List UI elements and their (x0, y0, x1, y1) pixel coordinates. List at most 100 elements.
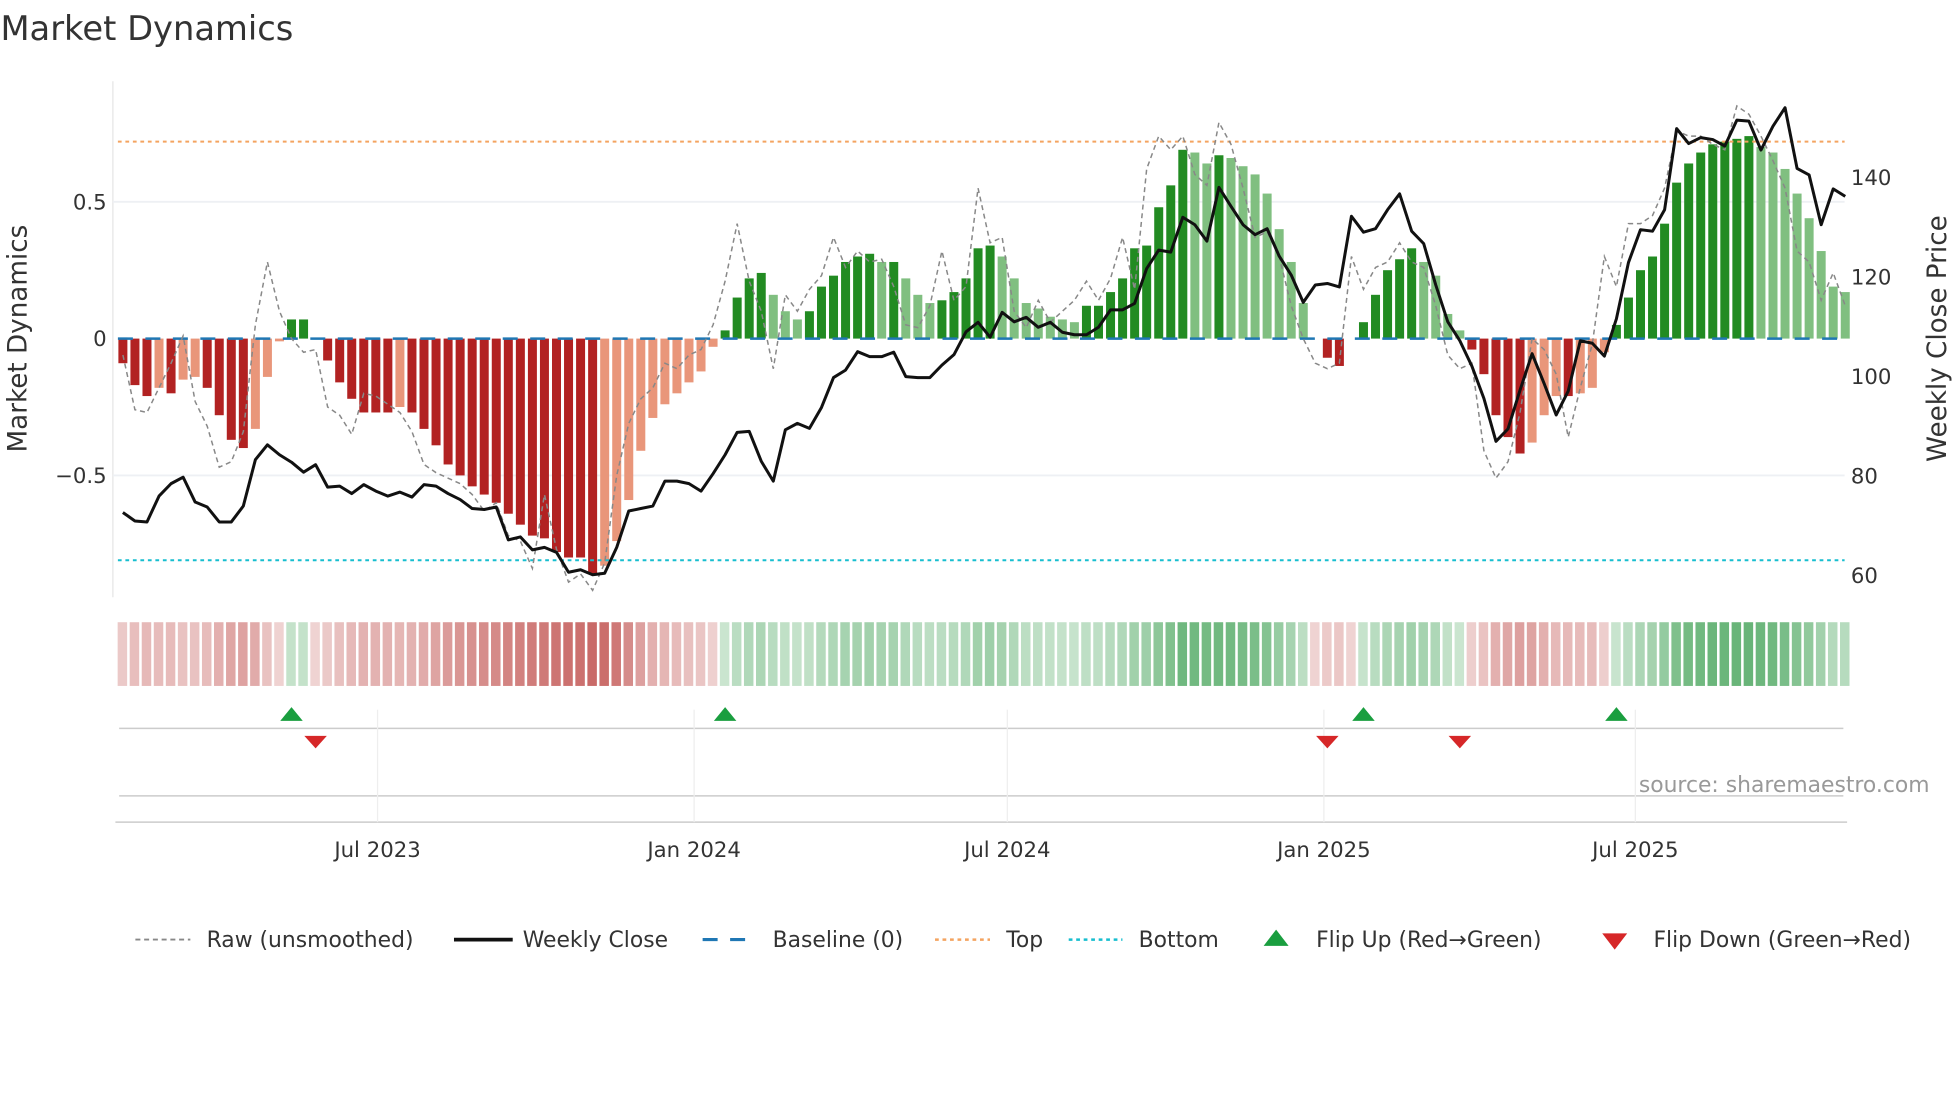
regime-strip-cell (1671, 622, 1681, 686)
regime-strip-cell (527, 622, 537, 686)
regime-strip-cell (876, 622, 886, 686)
dynamics-bar (1130, 248, 1140, 339)
dynamics-bar (1587, 338, 1597, 388)
regime-strip-cell (1020, 622, 1031, 686)
regime-strip-cell (1370, 622, 1380, 686)
regime-strip-cell (1611, 622, 1621, 686)
dynamics-bar (1214, 155, 1224, 339)
dynamics-bar (142, 338, 152, 397)
regime-strip-cell (1791, 622, 1802, 686)
regime-strip-cell (165, 622, 176, 686)
legend-flip-down: Flip Down (Green→Red) (1653, 928, 1911, 953)
dynamics-bar (636, 338, 646, 451)
dynamics-bar (1190, 152, 1200, 339)
regime-strip-cell (575, 622, 585, 686)
dynamics-bar (756, 272, 766, 339)
regime-strip-cell (599, 622, 609, 686)
regime-strip-cell (1466, 622, 1477, 686)
regime-strip-cell (478, 622, 489, 686)
dynamics-bar (262, 338, 272, 377)
regime-strip-cell (1502, 622, 1513, 686)
regime-strip-cell (430, 622, 441, 686)
regime-strip-cell (454, 622, 465, 686)
y2-tick-label: 140 (1851, 166, 1892, 191)
dynamics-bar (178, 338, 188, 380)
dynamics-bar (154, 338, 164, 388)
dynamics-bar (1419, 261, 1429, 339)
regime-strip-cell (1177, 622, 1188, 686)
dynamics-bar (660, 338, 670, 405)
regime-strip-cell (1141, 622, 1151, 686)
regime-strip-cell (382, 622, 393, 686)
dynamics-bar (1636, 270, 1645, 339)
dynamics-bar (299, 319, 309, 339)
dynamics-bar (1033, 308, 1043, 339)
dynamics-bar (1744, 136, 1754, 339)
dynamics-bar (1599, 338, 1609, 353)
regime-strip-cell (1430, 622, 1440, 686)
legend-baseline: Baseline (0) (773, 928, 904, 953)
regime-strip-cell (1599, 622, 1609, 686)
dynamics-bar (371, 338, 381, 413)
regime-strip-cell (298, 622, 308, 686)
regime-strip-cell (816, 622, 826, 686)
dynamics-bar (359, 338, 369, 413)
dynamics-bar (1491, 338, 1501, 416)
regime-strip-cell (1346, 622, 1356, 686)
dynamics-bar (118, 338, 128, 364)
dynamics-bar (551, 338, 561, 553)
regime-strip-cell (262, 622, 272, 686)
dynamics-bar (792, 319, 802, 339)
regime-strip-cell (1454, 622, 1465, 686)
regime-strip-cell (647, 622, 658, 686)
regime-strip-cell (936, 622, 947, 686)
dynamics-bar (1515, 338, 1525, 454)
regime-strip-cell (719, 622, 730, 686)
dynamics-bar (190, 338, 200, 377)
regime-strip-cell (1334, 622, 1344, 686)
dynamics-bar (1395, 259, 1405, 339)
dynamics-bar (226, 338, 236, 440)
dynamics-bar (1250, 174, 1260, 339)
regime-strip-cell (804, 622, 814, 686)
regime-strip-cell (1237, 622, 1248, 686)
dynamics-bar (1696, 152, 1706, 339)
regime-strip-cell (1225, 622, 1236, 686)
legend-bottom: Bottom (1139, 928, 1219, 953)
y2-tick-label: 80 (1851, 465, 1878, 490)
dynamics-bar (1081, 305, 1091, 339)
y-axis-label: Market Dynamics (4, 225, 34, 453)
regime-strip-cell (1093, 622, 1103, 686)
dynamics-bar (214, 338, 224, 416)
dynamics-bar (1166, 185, 1176, 339)
dynamics-bar (443, 338, 453, 465)
dynamics-bar (1154, 207, 1164, 339)
regime-strip-cell (1575, 622, 1585, 686)
regime-strip-cell (322, 622, 332, 686)
y2-tick-label: 60 (1851, 564, 1878, 589)
regime-strip-cell (1526, 622, 1537, 686)
flip-down-marker (1316, 735, 1339, 749)
dynamics-bar (889, 261, 899, 339)
regime-strip-cell (960, 622, 971, 686)
regime-strip-cell (1538, 622, 1549, 686)
regime-strip-cell (1719, 622, 1730, 686)
dynamics-bar (1527, 338, 1537, 443)
raw-line (122, 104, 1846, 592)
regime-strip-cell (623, 622, 634, 686)
dynamics-bar (961, 278, 971, 339)
regime-strip-cell (1755, 622, 1766, 686)
regime-strip-cell (238, 622, 248, 686)
dynamics-bar (1684, 163, 1694, 339)
regime-strip-cell (972, 622, 983, 686)
dynamics-bar (1575, 338, 1585, 394)
dynamics-bar (1467, 338, 1477, 350)
regime-strip-cell (1623, 622, 1633, 686)
y2-axis-label: Weekly Close Price (1923, 215, 1953, 462)
dynamics-bar (1768, 152, 1778, 339)
dynamics-bar (287, 319, 297, 339)
dynamics-bar (576, 338, 586, 558)
regime-strip-cell (286, 622, 296, 686)
dynamics-bar (937, 300, 947, 339)
dynamics-bar (1238, 166, 1248, 339)
